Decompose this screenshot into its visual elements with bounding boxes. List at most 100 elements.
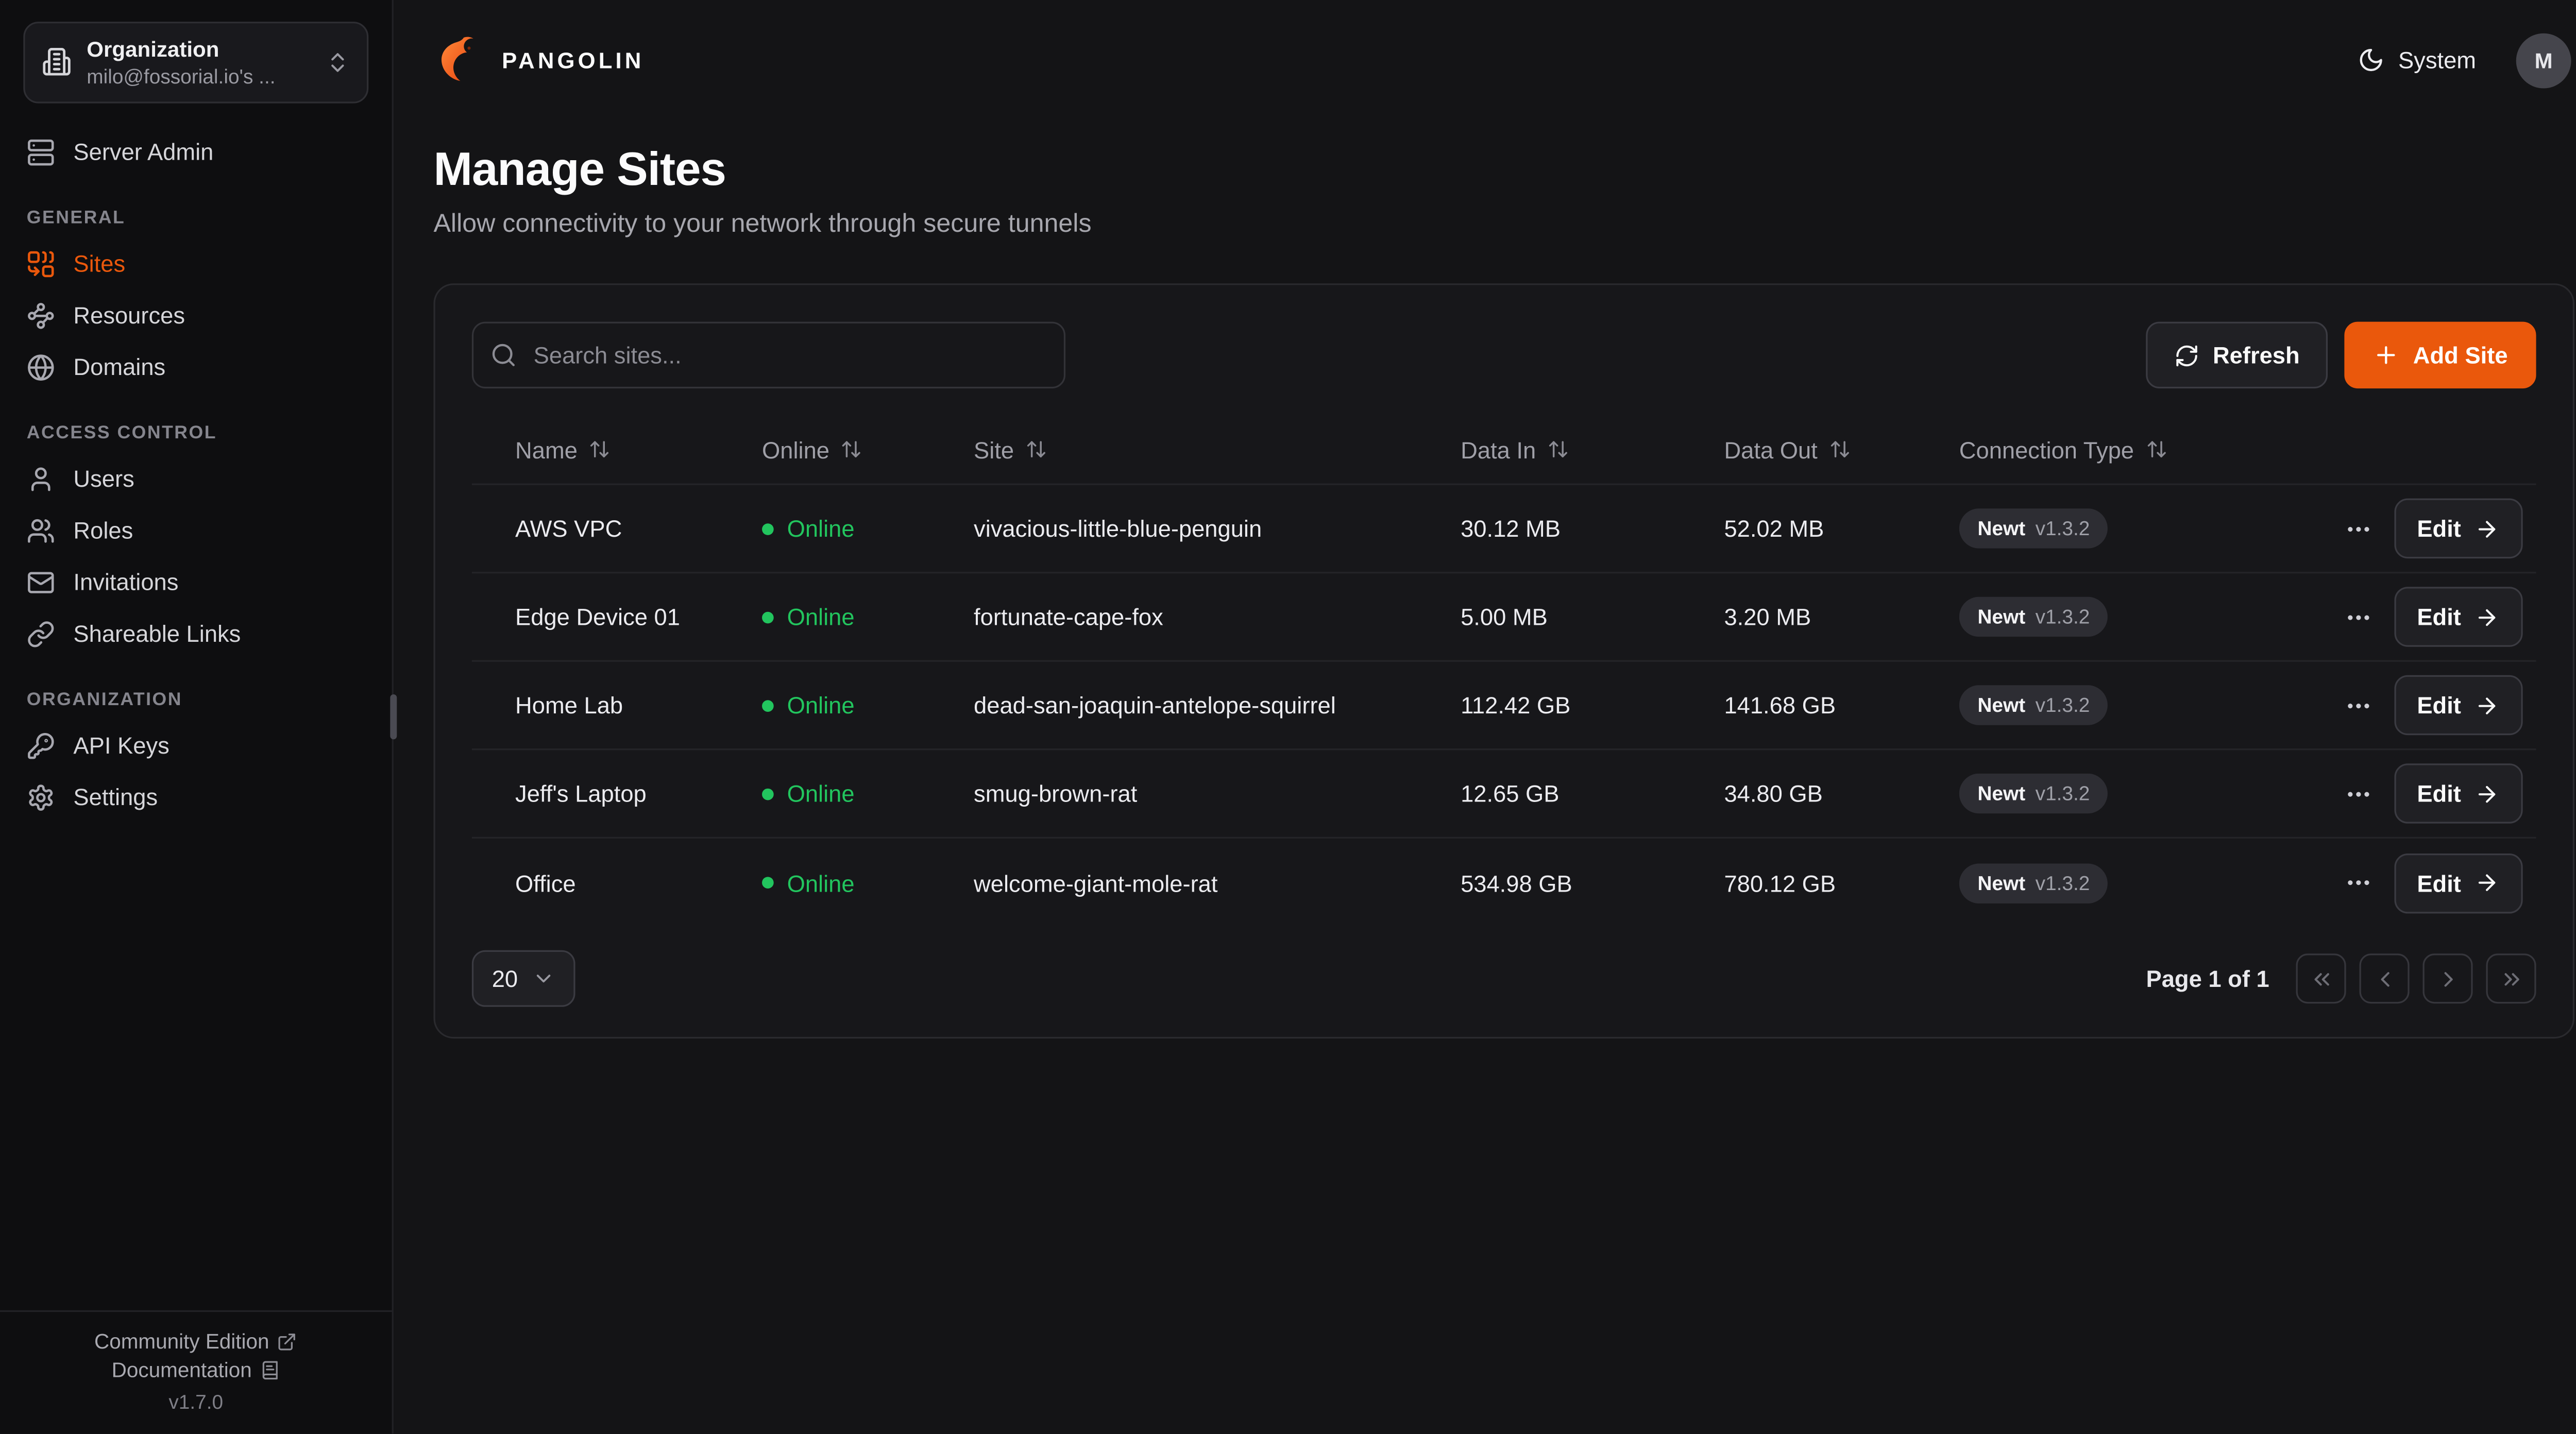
brand-name: PANGOLIN: [502, 47, 645, 73]
row-actions-button[interactable]: [2337, 862, 2379, 903]
search-input[interactable]: [471, 321, 1066, 389]
sidebar-item-shareable-links[interactable]: Shareable Links: [0, 608, 392, 659]
org-selector[interactable]: Organization milo@fossorial.io's ...: [23, 22, 369, 103]
data-in-cell: 534.98 GB: [1461, 869, 1572, 896]
card-footer: 20 Page 1 of 1: [471, 950, 2536, 1007]
topbar-right: System M: [2348, 32, 2571, 88]
sidebar-item-roles[interactable]: Roles: [0, 504, 392, 556]
connection-type-cell: Newt v1.3.2: [1959, 685, 2306, 725]
sidebar-item-label: Resources: [73, 302, 185, 329]
community-edition-link[interactable]: Community Edition: [94, 1330, 298, 1354]
row-actions-button[interactable]: [2337, 507, 2379, 549]
sidebar-item-invitations[interactable]: Invitations: [0, 556, 392, 608]
connection-type-badge: Newt v1.3.2: [1959, 773, 2109, 814]
sidebar-item-label: Server Admin: [73, 138, 214, 165]
community-edition-label: Community Edition: [94, 1330, 269, 1354]
connection-name: Newt: [1977, 871, 2026, 895]
row-actions-button[interactable]: [2337, 685, 2379, 726]
sidebar-item-resources[interactable]: Resources: [0, 289, 392, 341]
edit-site-button[interactable]: Edit: [2394, 587, 2523, 647]
arrow-right-icon: [2475, 693, 2500, 718]
sidebar-section-organization: ORGANIZATION: [26, 689, 182, 710]
sidebar-item-users[interactable]: Users: [0, 453, 392, 504]
sidebar-item-label: Invitations: [73, 568, 179, 595]
avatar[interactable]: M: [2516, 32, 2571, 88]
add-site-button[interactable]: Add Site: [2345, 321, 2536, 389]
refresh-icon: [2175, 343, 2200, 368]
row-edit-cell: Edit: [2394, 498, 2523, 559]
online-status-dot: [762, 877, 774, 889]
page-size-select[interactable]: 20: [471, 950, 575, 1007]
column-header-label: Site: [974, 436, 1014, 463]
sidebar-item-api-keys[interactable]: API Keys: [0, 720, 392, 771]
sidebar-item-server-admin[interactable]: Server Admin: [0, 126, 392, 178]
column-header-name[interactable]: Name: [515, 436, 762, 463]
sidebar-resize-handle[interactable]: [390, 694, 397, 740]
edit-button-label: Edit: [2417, 780, 2461, 807]
add-site-button-label: Add Site: [2413, 342, 2508, 369]
sidebar-nav: Server Admin GENERAL Sites Resources Dom…: [0, 109, 392, 1310]
column-header-site[interactable]: Site: [974, 436, 1461, 463]
documentation-label: Documentation: [111, 1358, 252, 1382]
connection-type-cell: Newt v1.3.2: [1959, 773, 2306, 814]
connection-type-cell: Newt v1.3.2: [1959, 508, 2306, 549]
connection-type-badge: Newt v1.3.2: [1959, 596, 2109, 637]
online-status-label: Online: [787, 869, 855, 896]
online-status-label: Online: [787, 692, 855, 719]
edit-site-button[interactable]: Edit: [2394, 498, 2523, 559]
documentation-link[interactable]: Documentation: [112, 1359, 280, 1382]
arrow-right-icon: [2475, 516, 2500, 541]
prev-page-button[interactable]: [2359, 953, 2410, 1004]
link-icon: [27, 620, 55, 648]
chevron-left-icon: [2372, 966, 2397, 991]
ellipsis-icon: [2344, 691, 2372, 719]
ellipsis-icon: [2344, 868, 2372, 897]
theme-toggle-button[interactable]: System: [2348, 45, 2486, 75]
connection-type-badge: Newt v1.3.2: [1959, 862, 2109, 903]
chevrons-left-icon: [2309, 966, 2334, 991]
column-header-connection-type[interactable]: Connection Type: [1959, 436, 2306, 463]
main-area: PANGOLIN System M Manage Sites Allow con…: [394, 0, 2576, 1433]
arrow-right-icon: [2475, 781, 2500, 806]
sites-table: Name Online Site Data In: [471, 415, 2536, 927]
sort-icon: [2146, 438, 2167, 460]
sidebar-item-label: Shareable Links: [73, 620, 241, 647]
site-id-cell: welcome-giant-mole-rat: [974, 869, 1218, 896]
edit-site-button[interactable]: Edit: [2394, 763, 2523, 824]
site-name-cell: Jeff's Laptop: [515, 780, 647, 807]
first-page-button[interactable]: [2296, 953, 2346, 1004]
page-size-value: 20: [492, 965, 518, 992]
edit-button-label: Edit: [2417, 515, 2461, 542]
refresh-button-label: Refresh: [2212, 342, 2300, 369]
row-actions-button[interactable]: [2337, 596, 2379, 638]
sidebar-item-sites[interactable]: Sites: [0, 237, 392, 289]
sidebar: Organization milo@fossorial.io's ... Ser…: [0, 0, 397, 1434]
row-actions-button[interactable]: [2337, 773, 2379, 814]
brand: PANGOLIN: [437, 35, 645, 85]
site-name-cell: Office: [515, 869, 576, 896]
row-edit-cell: Edit: [2394, 852, 2523, 913]
last-page-button[interactable]: [2486, 953, 2536, 1004]
connection-name: Newt: [1977, 517, 2026, 540]
user-icon: [27, 465, 55, 493]
sidebar-item-label: Sites: [73, 250, 126, 277]
card-toolbar: Refresh Add Site: [471, 321, 2536, 389]
connection-name: Newt: [1977, 693, 2026, 717]
column-header-label: Online: [762, 436, 830, 463]
sidebar-item-label: Domains: [73, 353, 166, 381]
column-header-data-out[interactable]: Data Out: [1724, 436, 1959, 463]
column-header-data-in[interactable]: Data In: [1461, 436, 1724, 463]
refresh-button[interactable]: Refresh: [2146, 321, 2328, 389]
site-status-cell: Online: [762, 780, 974, 807]
ellipsis-icon: [2344, 603, 2372, 631]
next-page-button[interactable]: [2422, 953, 2473, 1004]
pagination-controls: [2296, 953, 2536, 1004]
edit-site-button[interactable]: Edit: [2394, 675, 2523, 736]
sidebar-item-domains[interactable]: Domains: [0, 341, 392, 392]
column-header-online[interactable]: Online: [762, 436, 974, 463]
edit-site-button[interactable]: Edit: [2394, 852, 2523, 913]
pangolin-logo-icon: [441, 37, 473, 81]
sort-icon: [1026, 438, 1047, 460]
site-status-cell: Online: [762, 869, 974, 896]
sidebar-item-settings[interactable]: Settings: [0, 771, 392, 823]
